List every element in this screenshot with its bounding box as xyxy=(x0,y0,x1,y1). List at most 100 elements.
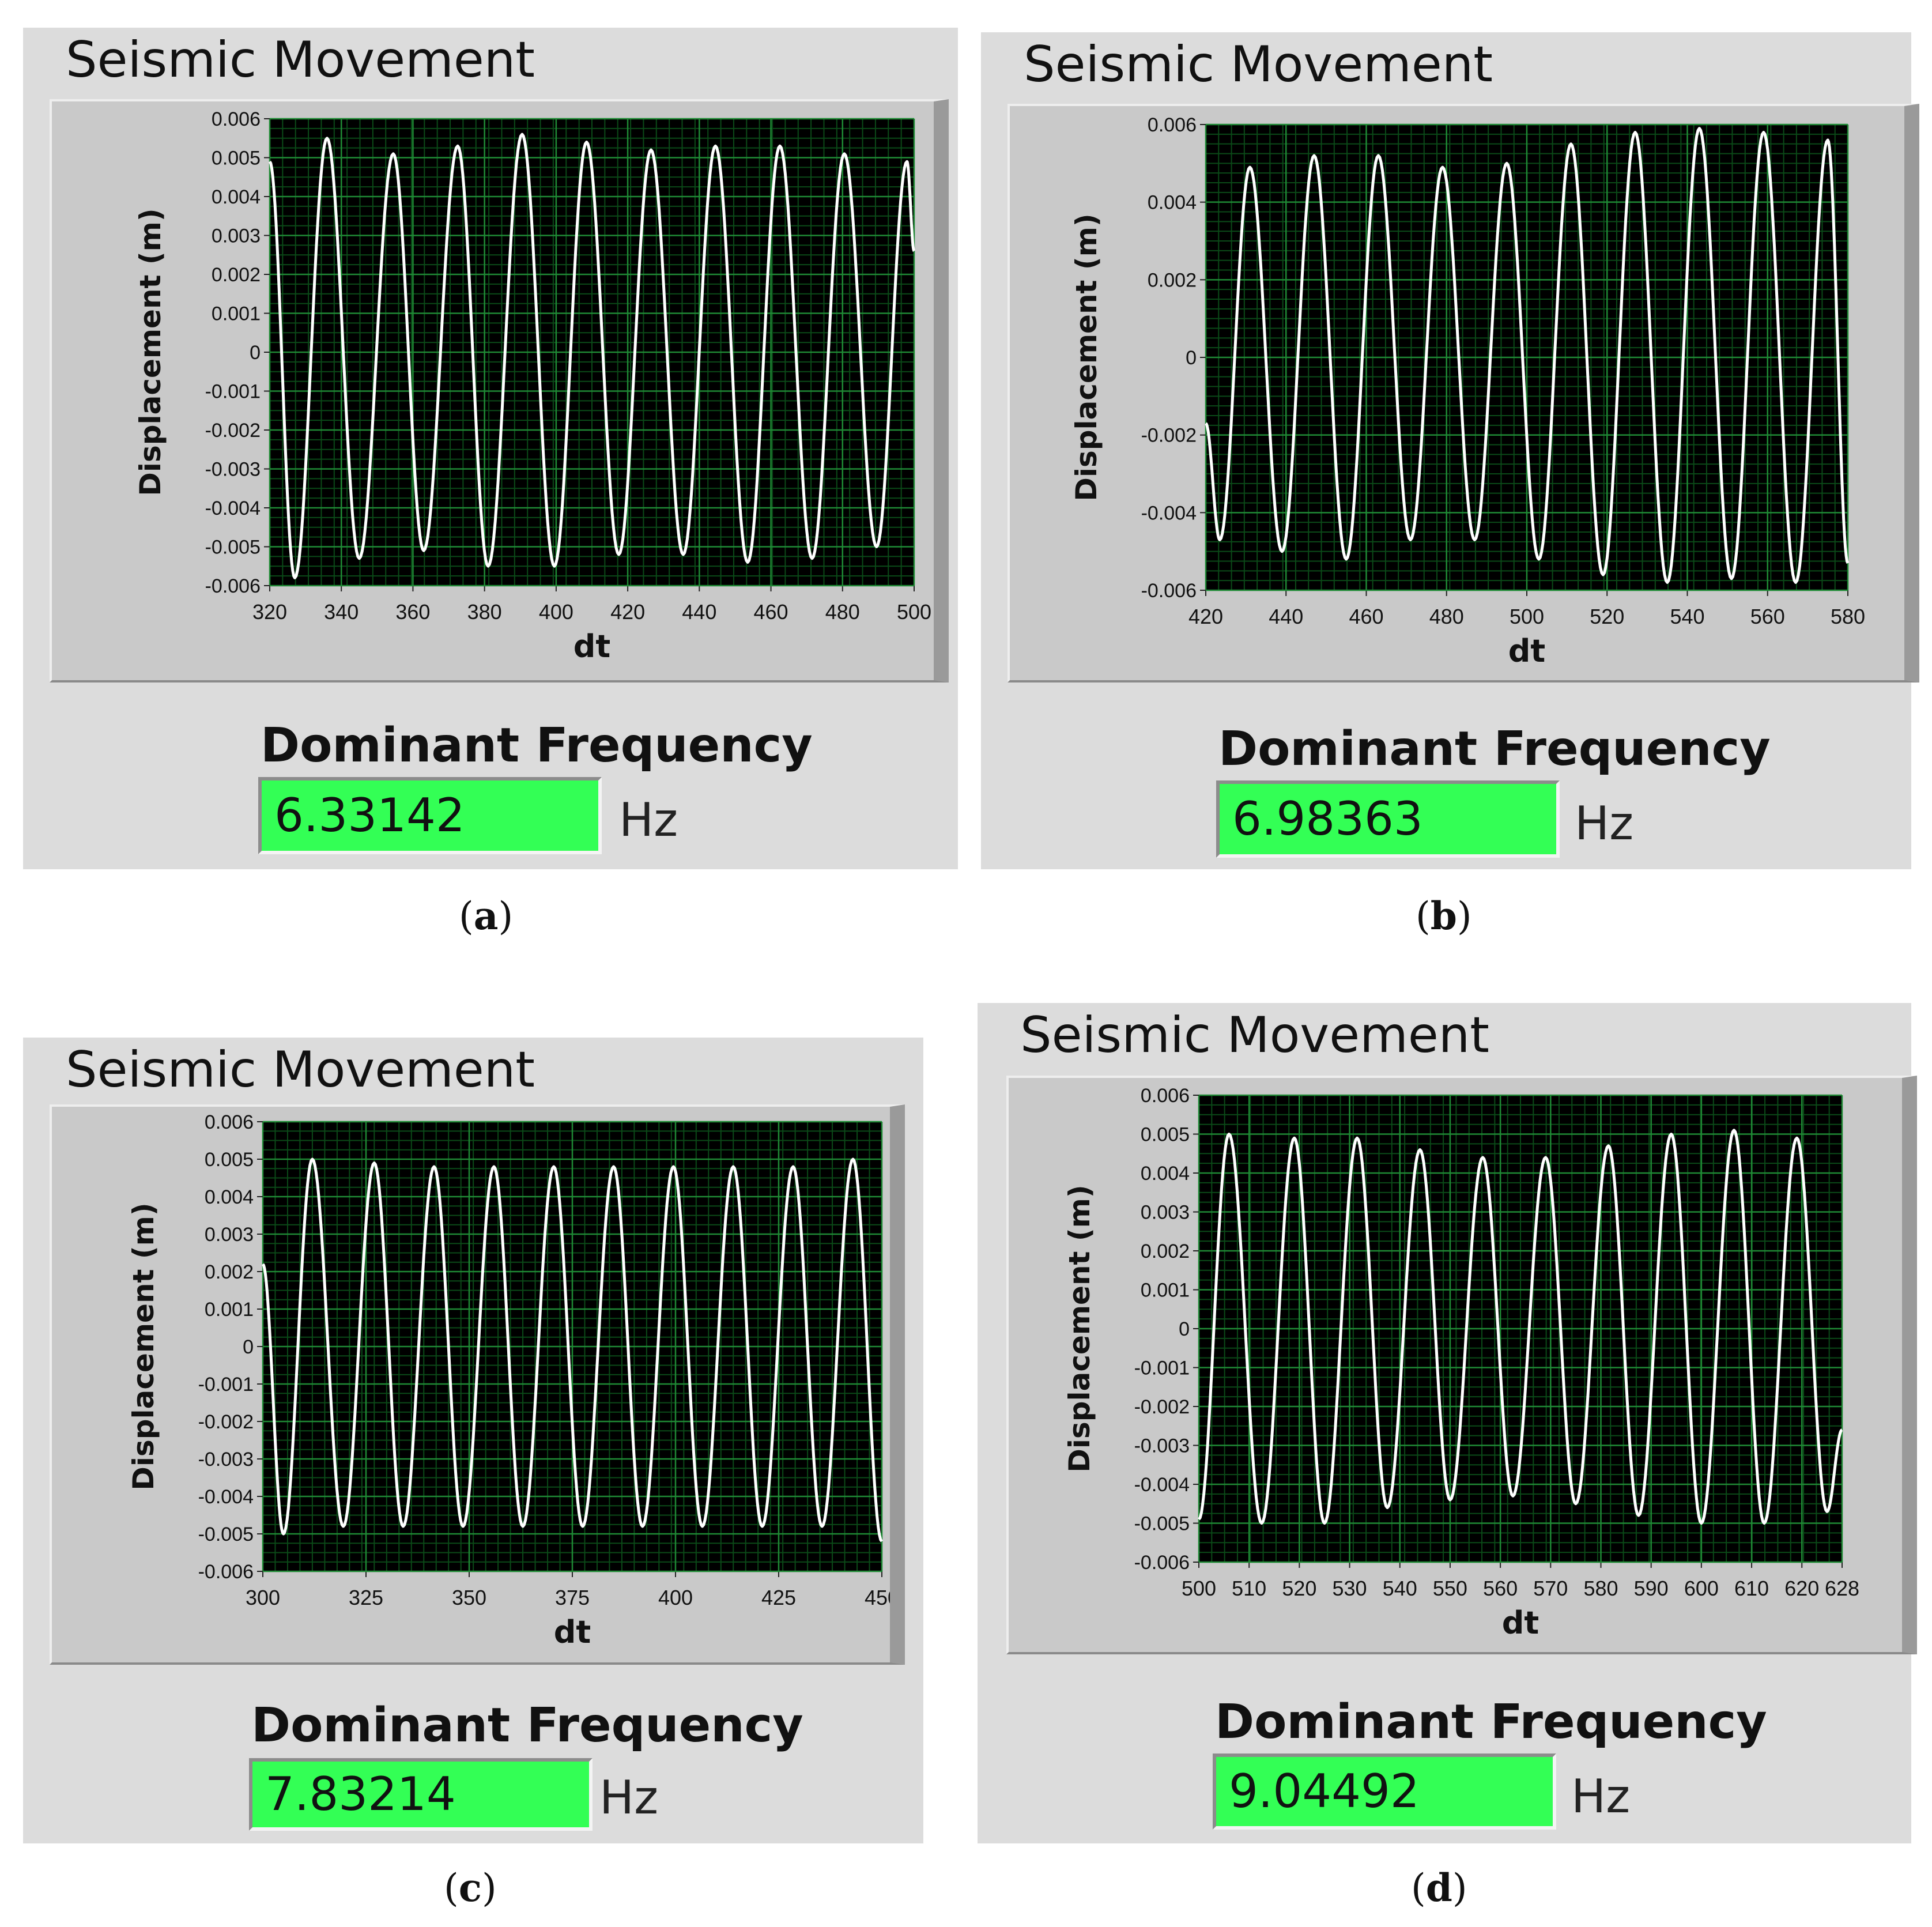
dominant-frequency-field[interactable]: 6.33142 xyxy=(258,777,602,854)
caption-c: (c) xyxy=(444,1865,497,1910)
x-tick-label: 510 xyxy=(1232,1577,1266,1600)
dominant-frequency-field[interactable]: 9.04492 xyxy=(1213,1753,1556,1830)
y-tick-label: -0.006 xyxy=(1134,1552,1190,1574)
y-tick-label: 0.006 xyxy=(212,108,261,130)
x-tick-label: 540 xyxy=(1670,605,1704,628)
y-tick-label: 0.004 xyxy=(212,186,261,208)
y-tick-label: 0.004 xyxy=(1141,1163,1190,1185)
panel-title: Seismic Movement xyxy=(66,1041,535,1099)
y-tick-label: 0.005 xyxy=(1141,1124,1190,1146)
y-tick-label: -0.003 xyxy=(1134,1435,1190,1457)
frequency-unit-label: Hz xyxy=(1575,797,1634,850)
waveform-graph: 320 340 360 380 400 420 440 460 480 500 0.006 0.005… xyxy=(50,99,949,682)
waveform-chart: 320 340 360 380 400 420 440 460 480 500 0.006 0.005… xyxy=(134,108,931,665)
dominant-frequency-field[interactable]: 6.98363 xyxy=(1216,780,1560,858)
y-tick-label: 0.003 xyxy=(212,225,261,247)
x-tick-label: 480 xyxy=(1429,605,1464,628)
x-tick-label: 420 xyxy=(1188,605,1223,628)
y-tick-label: -0.004 xyxy=(198,1486,254,1508)
y-axis-label: Displacement (m) xyxy=(127,1202,160,1490)
y-axis-label: Displacement (m) xyxy=(1070,213,1103,501)
y-tick-label: 0.003 xyxy=(1141,1202,1190,1224)
y-tick-label: 0 xyxy=(1186,347,1197,369)
x-tick-label: 520 xyxy=(1282,1577,1316,1600)
x-axis-label: dt xyxy=(554,1614,591,1650)
x-tick-label: 500 xyxy=(1510,605,1544,628)
y-tick-label: -0.003 xyxy=(198,1449,254,1470)
y-tick-label: 0.005 xyxy=(205,1149,254,1171)
y-tick-label: 0.003 xyxy=(205,1224,254,1246)
waveform-graph: 420 440 460 480 500 520 540 560 580 0.006 0.004 0.0… xyxy=(1007,104,1919,682)
y-tick-label: -0.005 xyxy=(205,537,261,559)
y-tick-label: 0 xyxy=(250,342,261,364)
panel-title: Seismic Movement xyxy=(66,31,535,89)
y-axis-label: Displacement (m) xyxy=(1063,1185,1096,1472)
displacement-series-line xyxy=(1205,127,1850,584)
x-tick-label: 530 xyxy=(1333,1577,1367,1600)
waveform-graph: 300 325 350 375 400 425 450 0.006 0.005 0.004 0.00… xyxy=(50,1104,905,1665)
displacement-series-line xyxy=(262,1157,883,1543)
x-tick-label: 580 xyxy=(1831,605,1865,628)
waveform-chart: 420 440 460 480 500 520 540 560 580 0.006 0.004 0.0… xyxy=(1070,114,1865,669)
panel-c: Seismic Movement 300 325 350 375 400 425 450 0.… xyxy=(23,1038,923,1843)
dominant-frequency-label: Dominant Frequency xyxy=(251,1698,803,1753)
caption-b: (b) xyxy=(1416,893,1472,938)
y-tick-label: 0.006 xyxy=(205,1111,254,1133)
y-tick-label: 0.002 xyxy=(1141,1240,1190,1262)
y-tick-label: -0.005 xyxy=(1134,1513,1190,1535)
x-tick-label: 440 xyxy=(1269,605,1303,628)
panel-title: Seismic Movement xyxy=(1020,1006,1490,1064)
y-tick-label: 0.006 xyxy=(1141,1085,1190,1107)
y-tick-label: 0.002 xyxy=(1148,269,1197,291)
panel-d: Seismic Movement 500 510 520 530 540 550 560 57… xyxy=(978,1003,1917,1843)
y-tick-label: -0.002 xyxy=(1134,1396,1190,1418)
frequency-unit-label: Hz xyxy=(1571,1770,1631,1823)
y-tick-label: -0.004 xyxy=(205,497,261,519)
x-tick-label: 460 xyxy=(754,600,788,624)
x-tick-label: 340 xyxy=(324,600,359,624)
y-tick-label: -0.006 xyxy=(198,1561,254,1583)
x-axis-label: dt xyxy=(1508,633,1545,669)
y-tick-label: 0.004 xyxy=(205,1186,254,1208)
y-tick-label: -0.001 xyxy=(1134,1357,1190,1379)
frequency-unit-label: Hz xyxy=(619,793,678,847)
x-tick-label: 360 xyxy=(395,600,430,624)
caption-a: (a) xyxy=(459,893,514,938)
x-tick-label: 425 xyxy=(761,1586,796,1609)
x-tick-label: 610 xyxy=(1734,1577,1769,1600)
x-tick-label: 600 xyxy=(1684,1577,1719,1600)
y-tick-label: 0.004 xyxy=(1148,192,1197,214)
y-tick-label: -0.006 xyxy=(1141,580,1197,602)
x-tick-label: 400 xyxy=(539,600,573,624)
displacement-series-line xyxy=(1198,1129,1843,1525)
waveform-graph: 500 510 520 530 540 550 560 570 580 590 600 610 620 6… xyxy=(1006,1076,1917,1654)
y-tick-label: 0.001 xyxy=(1141,1280,1190,1302)
y-tick-label: 0.001 xyxy=(212,303,261,325)
x-tick-label: 590 xyxy=(1634,1577,1669,1600)
x-tick-label: 520 xyxy=(1590,605,1624,628)
y-tick-label: -0.004 xyxy=(1141,502,1197,524)
x-tick-label: 620 xyxy=(1784,1577,1819,1600)
panel-a: Seismic Movement 320 340 360 380 400 420 440 46… xyxy=(23,28,958,869)
y-tick-label: 0.006 xyxy=(1148,114,1197,136)
waveform-chart: 500 510 520 530 540 550 560 570 580 590 600 610 620 6… xyxy=(1063,1085,1859,1641)
waveform-chart: 300 325 350 375 400 425 450 0.006 0.005 0.004 0.00… xyxy=(127,1111,890,1650)
x-axis-label: dt xyxy=(1502,1605,1539,1641)
x-tick-label: 628 xyxy=(1825,1577,1859,1600)
dominant-frequency-field[interactable]: 7.83214 xyxy=(249,1758,593,1831)
y-axis-label: Displacement (m) xyxy=(134,208,167,496)
y-tick-label: 0.005 xyxy=(212,148,261,169)
x-tick-label: 450 xyxy=(865,1586,890,1609)
dominant-frequency-label: Dominant Frequency xyxy=(1215,1695,1767,1749)
x-tick-label: 560 xyxy=(1483,1577,1518,1600)
x-tick-label: 325 xyxy=(349,1586,383,1609)
y-tick-label: -0.001 xyxy=(205,381,261,403)
y-tick-label: -0.001 xyxy=(198,1374,254,1396)
x-tick-label: 480 xyxy=(825,600,860,624)
y-tick-label: -0.003 xyxy=(205,459,261,481)
y-tick-label: -0.004 xyxy=(1134,1474,1190,1496)
x-tick-label: 400 xyxy=(658,1586,693,1609)
frequency-unit-label: Hz xyxy=(599,1771,659,1824)
panel-title: Seismic Movement xyxy=(1024,36,1493,93)
y-tick-label: -0.002 xyxy=(205,420,261,442)
